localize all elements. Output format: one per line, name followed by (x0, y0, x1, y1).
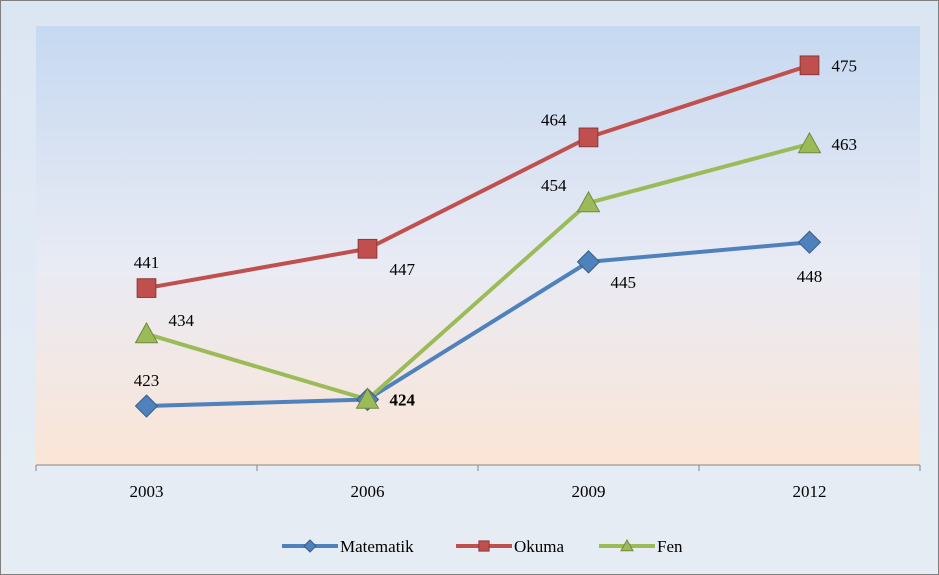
legend: Matematik Okuma Fen (282, 537, 683, 556)
legend-marker-fen (620, 538, 634, 552)
x-tick-label: 2003 (130, 482, 164, 501)
series-line-fen (145, 142, 811, 402)
data-label-okuma-2006: 447 (390, 260, 416, 279)
data-label-okuma-2009: 464 (541, 110, 567, 129)
data-label-fen-2012: 463 (832, 135, 858, 154)
data-label-fen-2009: 454 (541, 176, 567, 195)
series-line-okuma (146, 63, 811, 291)
x-tick-label: 2009 (572, 482, 606, 501)
data-point-fen-2006 (355, 387, 380, 409)
data-point-fen-2003 (134, 321, 159, 344)
data-label-matematik-2009: 445 (611, 273, 637, 292)
data-point-okuma-2006 (357, 238, 378, 259)
data-point-fen-2009 (576, 190, 601, 213)
data-point-okuma-2009 (578, 127, 599, 148)
data-point-okuma-2003 (136, 278, 157, 298)
legend-label-okuma: Okuma (514, 537, 565, 556)
legend-label-matematik: Matematik (340, 537, 414, 556)
data-label-okuma-2012: 475 (832, 56, 858, 75)
data-point-matematik-2009 (576, 250, 601, 274)
series-line-matematik (146, 240, 810, 409)
x-tick-label: 2012 (793, 482, 827, 501)
legend-marker-okuma (478, 540, 490, 552)
data-point-fen-2012 (797, 131, 822, 154)
data-label-okuma-2003: 441 (134, 253, 160, 272)
legend-marker-matematik (303, 539, 317, 553)
data-point-matematik-2012 (797, 230, 822, 254)
x-tick-label: 2006 (351, 482, 385, 501)
data-point-matematik-2003 (134, 394, 159, 418)
data-label-matematik-2003: 423 (134, 371, 160, 390)
data-label-matematik-2006: 424 (390, 390, 416, 409)
data-point-okuma-2012 (799, 55, 820, 76)
data-label-fen-2003: 434 (169, 311, 195, 330)
data-label-matematik-2012: 448 (797, 267, 823, 286)
legend-label-fen: Fen (657, 537, 683, 556)
